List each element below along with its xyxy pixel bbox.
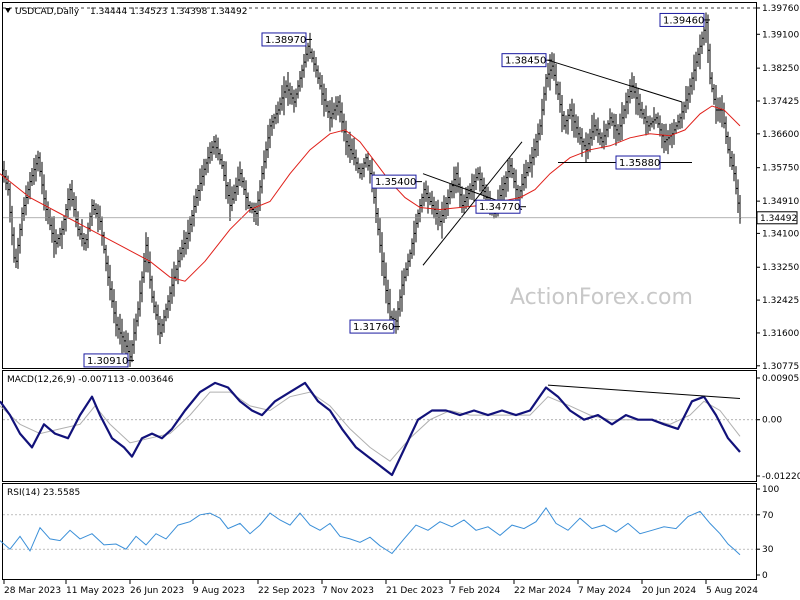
price-tick-label: 1.31600: [762, 329, 799, 339]
rsi-tick-label: 70: [762, 511, 774, 521]
macd-layer: [0, 381, 756, 477]
price-tick-label: 1.38250: [762, 64, 799, 74]
date-tick-label: 7 May 2024: [578, 586, 631, 596]
annotation-box: [83, 353, 129, 368]
rsi-tick-label: 30: [762, 545, 774, 555]
date-tick-label: 28 Mar 2023: [4, 586, 61, 596]
macd-signal-line: [0, 391, 741, 462]
price-layer: 1.34492 1.38970 1.30910 1.35400 1.31760 1.347…: [0, 7, 798, 368]
rsi-layer: [0, 507, 756, 556]
date-tick-label: 7 Nov 2023: [322, 586, 374, 596]
rsi-tick-label: 100: [762, 485, 779, 495]
macd-panel-frame: [2, 370, 757, 482]
annotation-box: [659, 12, 705, 27]
annotation-label: 1.30910: [87, 356, 128, 367]
annotation-label: 1.34770: [479, 202, 520, 213]
macd-tick-label: 0.00: [762, 416, 782, 426]
macd-line: [0, 381, 741, 477]
annotation-label: 1.35880: [619, 158, 660, 169]
date-tick-label: 21 Dec 2023: [386, 586, 444, 596]
date-tick-label: 22 Mar 2024: [514, 586, 571, 596]
symbol-label: USDCAD,Daily: [15, 7, 80, 17]
ohlc-header: 1.34444 1.34523 1.34398 1.34492: [90, 7, 247, 17]
axis-layer: 1.39760 1.39100 1.38250 1.37425 1.36600 1.357…: [3, 4, 800, 596]
annotation-label: 1.31760: [353, 322, 394, 333]
date-tick-label: 26 Jun 2023: [130, 586, 184, 596]
date-tick-label: 5 Aug 2024: [706, 586, 758, 596]
rsi-panel-frame: [2, 483, 757, 580]
price-tick-label: 1.36600: [762, 130, 799, 140]
price-tick-label: 1.34910: [762, 197, 799, 207]
price-panel-frame: [2, 2, 757, 369]
annotation-box: [261, 32, 307, 47]
macd-tick-label: 0.009055: [762, 374, 800, 384]
last-price-label: 1.34492: [760, 214, 797, 224]
price-tick-label: 1.39760: [762, 4, 799, 14]
annotation-label: 1.39460: [663, 15, 704, 26]
macd-label: MACD(12,26,9) -0.007113 -0.003646: [7, 375, 174, 385]
annotation-box: [371, 174, 417, 189]
rsi-tick-label: 0: [762, 571, 768, 581]
price-tick-label: 1.32425: [762, 296, 799, 306]
annotation-box: [475, 199, 521, 214]
macd-trendline: [547, 384, 741, 400]
price-tick-label: 1.33250: [762, 263, 799, 273]
last-price-box: [756, 211, 798, 225]
price-tick-label: 1.35750: [762, 164, 799, 174]
trendline: [547, 59, 683, 103]
date-tick-label: 22 Sep 2023: [258, 586, 315, 596]
header-triangle-icon: [5, 8, 11, 13]
chart-header: USDCAD,Daily 1.34444 1.34523 1.34398 1.3…: [5, 7, 247, 17]
price-tick-label: 1.39100: [762, 30, 799, 40]
annotation-label: 1.38970: [265, 35, 306, 46]
date-tick-label: 11 May 2023: [66, 586, 125, 596]
trendline: [422, 141, 523, 266]
rsi-label: RSI(14) 23.5585: [7, 488, 80, 498]
price-tick-label: 1.37425: [762, 97, 799, 107]
price-tick-label: 1.34100: [762, 229, 799, 239]
annotation-box: [349, 319, 395, 334]
annotation-label: 1.35400: [375, 177, 416, 188]
annotation-box: [501, 53, 547, 68]
annotation-label: 1.38450: [505, 56, 546, 67]
rsi-line: [0, 507, 741, 556]
annotation-box: [615, 155, 661, 170]
watermark: ActionForex.com: [510, 285, 693, 310]
date-tick-label: 20 Jun 2024: [642, 586, 696, 596]
price-tick-label: 1.30775: [762, 362, 799, 372]
moving-average-line: [0, 105, 741, 282]
date-tick-label: 7 Feb 2024: [450, 586, 501, 596]
macd-tick-label: -0.012209: [762, 472, 800, 482]
date-tick-label: 9 Aug 2023: [193, 586, 245, 596]
